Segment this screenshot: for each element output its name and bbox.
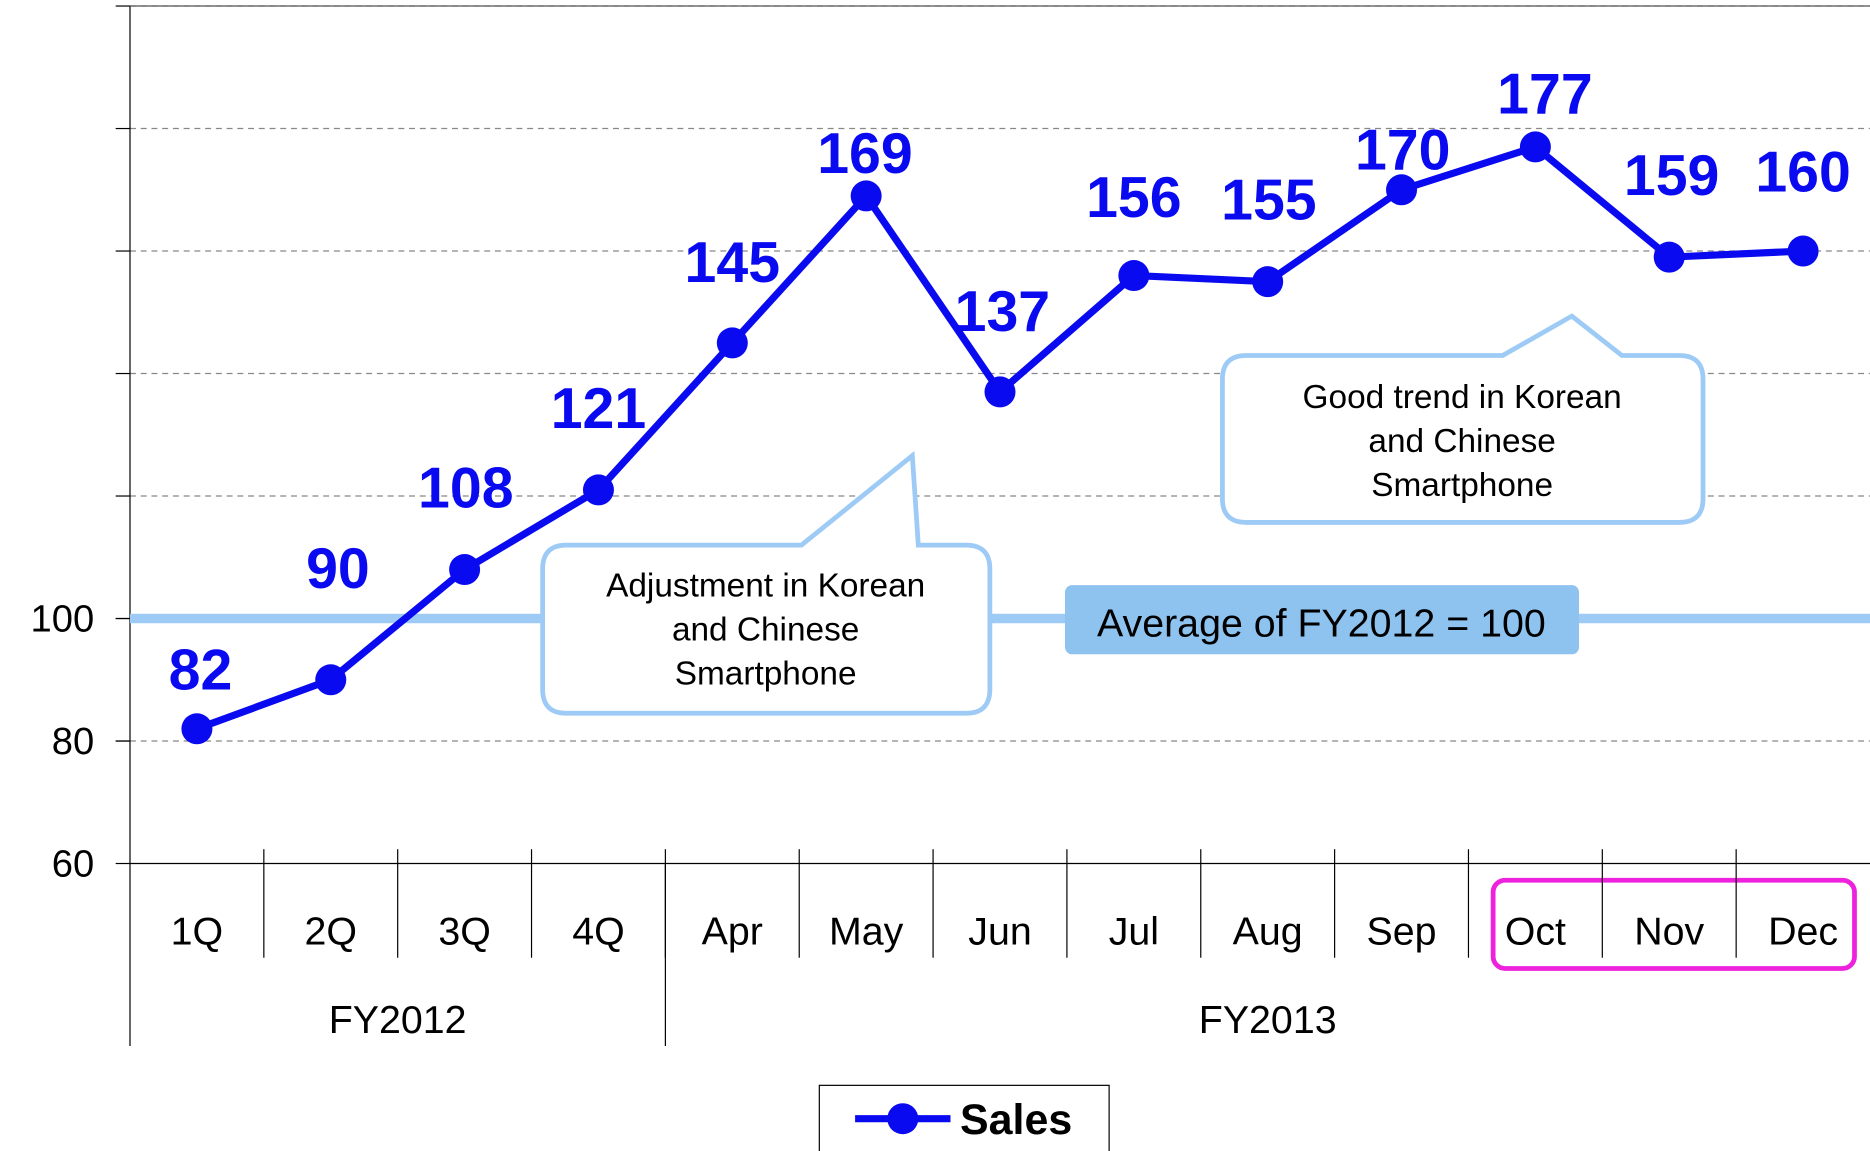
x-tick-label: Jun <box>968 910 1031 954</box>
data-label: 108 <box>418 457 514 521</box>
x-tick-label: Oct <box>1505 910 1566 954</box>
data-label: 121 <box>551 377 646 441</box>
annotation-text: Good trend in Korean <box>1303 379 1622 416</box>
data-point <box>984 376 1016 408</box>
y-tick-label: 60 <box>52 843 94 886</box>
x-tick-label: Aug <box>1233 910 1303 954</box>
legend-label: Sales <box>960 1096 1072 1144</box>
y-tick-label: 80 <box>52 720 94 763</box>
x-tick-label: Apr <box>702 910 763 954</box>
data-label: 177 <box>1497 63 1593 127</box>
data-label: 82 <box>169 638 233 702</box>
data-point <box>716 327 748 359</box>
callouts <box>540 313 1706 716</box>
data-label: 155 <box>1221 169 1317 233</box>
data-label: 169 <box>817 122 913 186</box>
data-label: 170 <box>1355 119 1451 183</box>
annotation-text: and Chinese <box>672 611 859 648</box>
data-label: 160 <box>1755 140 1851 204</box>
x-tick-label: 4Q <box>572 910 624 954</box>
data-label: 145 <box>685 231 781 295</box>
x-tick-label: Dec <box>1768 910 1838 954</box>
data-point <box>1386 174 1418 206</box>
x-tick-label: 1Q <box>171 910 223 954</box>
data-label: 159 <box>1624 144 1720 208</box>
group-label: FY2012 <box>329 998 467 1042</box>
annotation-text: and Chinese <box>1368 423 1555 460</box>
callout-box <box>1220 313 1706 525</box>
annotation-text: Smartphone <box>675 656 857 693</box>
y-tick-label: 100 <box>31 598 95 641</box>
data-label: 156 <box>1086 166 1182 230</box>
annotation-text: Smartphone <box>1371 467 1553 504</box>
x-tick-label: 3Q <box>438 910 490 954</box>
group-label: FY2013 <box>1199 998 1337 1042</box>
callout-box <box>540 450 993 716</box>
reference-label-box <box>1064 585 1580 655</box>
data-point <box>1787 235 1819 267</box>
data-point <box>449 554 481 586</box>
data-point <box>582 474 614 506</box>
legend-marker <box>887 1103 919 1135</box>
reference-label: Average of FY2012 = 100 <box>1097 601 1546 645</box>
data-point <box>1519 131 1551 163</box>
data-point <box>1252 266 1284 298</box>
data-point <box>181 713 213 745</box>
data-point <box>315 664 347 696</box>
data-point <box>1653 241 1685 273</box>
annotation-text: Adjustment in Korean <box>606 567 925 604</box>
data-label: 90 <box>306 537 370 601</box>
highlight-box <box>1490 877 1857 971</box>
x-tick-label: Nov <box>1634 910 1704 954</box>
x-tick-label: 2Q <box>305 910 357 954</box>
x-tick-label: May <box>829 910 904 954</box>
x-tick-label: Jul <box>1109 910 1159 954</box>
data-label: 137 <box>955 280 1051 344</box>
data-point <box>850 180 882 212</box>
x-tick-label: Sep <box>1367 910 1437 954</box>
data-point <box>1118 260 1150 292</box>
